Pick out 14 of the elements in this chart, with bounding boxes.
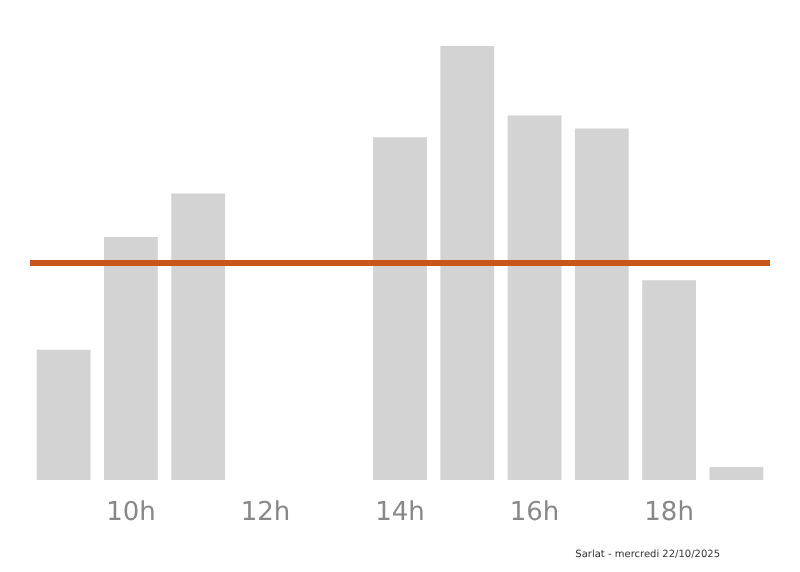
x-tick-label: 12h xyxy=(240,498,291,528)
bar xyxy=(373,137,427,480)
x-tick-label: 14h xyxy=(375,498,425,528)
bar xyxy=(171,193,226,480)
x-tick-label: 10h xyxy=(106,498,156,528)
x-tick-label: 18h xyxy=(644,498,694,528)
bar xyxy=(104,236,158,480)
bar xyxy=(440,46,495,480)
x-tick-label: 16h xyxy=(509,498,560,528)
bar xyxy=(574,128,629,480)
bar xyxy=(709,466,764,480)
bar xyxy=(642,280,696,480)
bar xyxy=(36,349,91,480)
bar xyxy=(507,115,562,480)
